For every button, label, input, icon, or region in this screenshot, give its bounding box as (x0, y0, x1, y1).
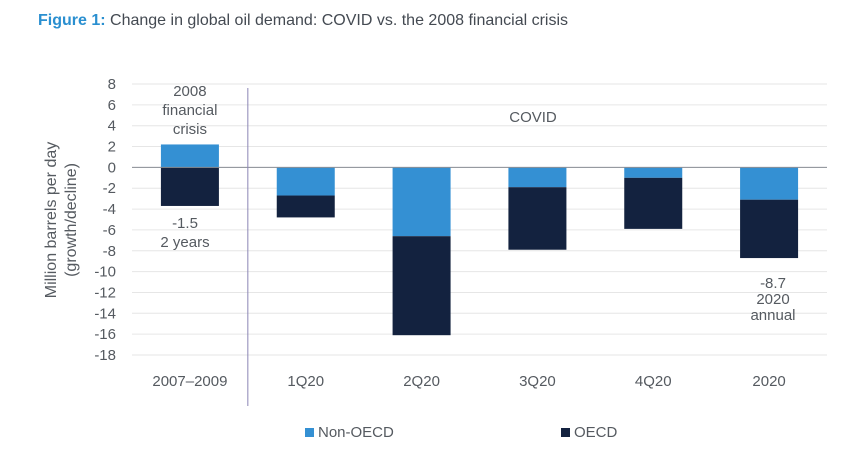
bar-oecd-2007-2009 (160, 167, 219, 206)
annotation-crisis-total: -1.5 2 years (160, 215, 209, 251)
y-tick-label: -8 (103, 243, 116, 260)
bar-non-oecd-2q20 (392, 167, 451, 237)
bar-oecd-4q20 (624, 177, 683, 229)
bar-non-oecd-3q20 (508, 167, 567, 188)
x-tick-label: 2007–2009 (152, 373, 227, 390)
bar-non-oecd-1q20 (276, 167, 335, 196)
y-tick-label: 2 (108, 139, 116, 156)
y-tick-labels: 8 6 4 2 0 -2 -4 -6 -8 -10 -12 -14 -16 -18 (94, 76, 116, 364)
annotation-covid: COVID (509, 109, 557, 126)
bar-oecd-2q20 (392, 236, 451, 336)
bar-non-oecd-2020 (740, 167, 799, 200)
bar-oecd-2020 (740, 199, 799, 259)
x-tick-label: 3Q20 (519, 373, 556, 390)
y-tick-label: 4 (108, 118, 116, 135)
annotation-fin-crisis: 2008 financial crisis (162, 83, 217, 138)
gridlines (132, 83, 827, 356)
y-tick-label: 8 (108, 76, 116, 93)
y-tick-label: -14 (94, 305, 116, 322)
bar-non-oecd-2007-2009 (160, 144, 219, 168)
y-tick-label: -16 (94, 326, 116, 343)
figure-title: Figure 1: Change in global oil demand: C… (38, 12, 568, 30)
annotations: 2008 financial crisis COVID -1.5 2 years -8.7 2… (160, 83, 795, 324)
legend-swatch-oecd (561, 428, 570, 437)
y-tick-label: -10 (94, 264, 116, 281)
x-tick-labels: 2007–2009 1Q20 2Q20 3Q20 4Q20 2020 (152, 373, 785, 390)
y-tick-label: 0 (108, 159, 116, 176)
y-tick-label: -12 (94, 284, 116, 301)
y-tick-label: 6 (108, 97, 116, 114)
figure-label: Figure 1: (38, 12, 106, 29)
x-tick-label: 1Q20 (287, 373, 324, 390)
bars (160, 144, 799, 336)
annotation-annual-total: -8.7 2020 annual (750, 275, 795, 324)
bar-non-oecd-4q20 (624, 167, 683, 178)
bar-oecd-1q20 (276, 195, 335, 218)
x-tick-label: 2Q20 (403, 373, 440, 390)
legend: Non-OECD OECD (305, 424, 618, 441)
bar-oecd-3q20 (508, 187, 567, 250)
y-tick-label: -6 (103, 222, 116, 239)
figure-title-text: Change in global oil demand: COVID vs. t… (110, 12, 569, 29)
x-tick-label: 4Q20 (635, 373, 672, 390)
legend-label-oecd: OECD (574, 424, 618, 441)
x-tick-label: 2020 (752, 373, 785, 390)
y-tick-label: -4 (103, 201, 116, 218)
legend-swatch-non-oecd (305, 428, 314, 437)
y-tick-label: -18 (94, 347, 116, 364)
y-axis-label: Million barrels per day (growth/decline) (43, 142, 80, 299)
legend-label-non-oecd: Non-OECD (318, 424, 394, 441)
y-tick-label: -2 (103, 180, 116, 197)
